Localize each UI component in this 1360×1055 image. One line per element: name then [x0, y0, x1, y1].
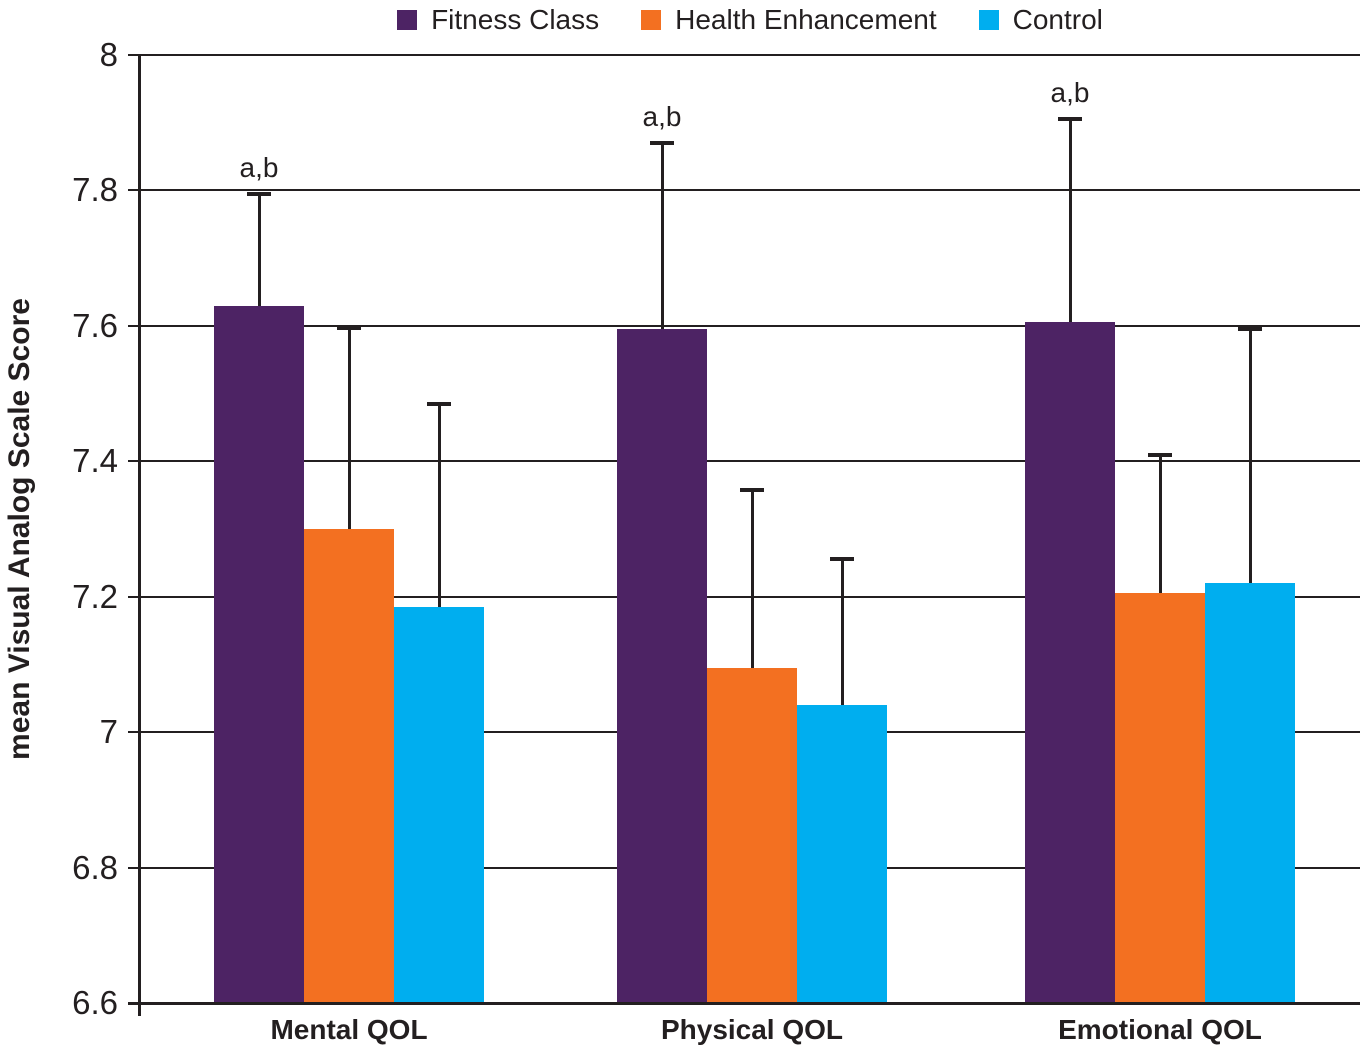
- error-bar-cap-health-enhancement-emotional-qol: [1148, 452, 1172, 457]
- x-axis-label-emotional-qol: Emotional QOL: [1058, 1014, 1262, 1045]
- y-tick-7: [128, 731, 140, 734]
- error-bar-control-emotional-qol: [1248, 329, 1252, 584]
- error-bar-fitness-class-mental-qol: [257, 193, 261, 306]
- y-tick-7.4: [128, 460, 140, 463]
- y-tick-6.8: [128, 866, 140, 869]
- bar-fitness-class-physical-qol: [617, 329, 707, 1003]
- legend-label-control: Control: [1012, 4, 1103, 35]
- y-tick-label-7.6: 7.6: [72, 306, 118, 344]
- bar-control-mental-qol: [394, 606, 484, 1003]
- error-bar-cap-control-physical-qol: [830, 557, 854, 562]
- legend-item-fitness-class: Fitness Class: [397, 0, 599, 40]
- legend-item-control: Control: [978, 0, 1103, 40]
- x-axis-label-mental-qol: Mental QOL: [270, 1014, 428, 1045]
- bar-health-enhancement-mental-qol: [304, 529, 394, 1003]
- error-bar-cap-fitness-class-physical-qol: [650, 141, 674, 146]
- y-tick-label-6.6: 6.6: [72, 984, 118, 1021]
- error-bar-cap-health-enhancement-mental-qol: [337, 325, 361, 330]
- y-axis-title: mean Visual Analog Scale Score: [3, 298, 36, 760]
- gridline-7.2: [140, 595, 1360, 598]
- y-axis-line: [138, 54, 141, 1016]
- error-bar-cap-fitness-class-emotional-qol: [1058, 117, 1082, 122]
- x-axis-line: [128, 1002, 1360, 1005]
- error-bar-control-mental-qol: [437, 403, 441, 607]
- gridline-8: [140, 54, 1360, 56]
- error-bar-fitness-class-physical-qol: [660, 143, 664, 330]
- bar-health-enhancement-physical-qol: [707, 667, 797, 1003]
- y-tick-8: [128, 54, 140, 56]
- legend-swatch-control: [978, 10, 999, 30]
- y-tick-label-7.2: 7.2: [72, 577, 118, 615]
- y-tick-7.2: [128, 595, 140, 598]
- significance-annotation: a,b: [1050, 77, 1090, 109]
- error-bar-health-enhancement-emotional-qol: [1158, 454, 1162, 594]
- error-bar-health-enhancement-physical-qol: [750, 490, 754, 668]
- error-bar-cap-control-mental-qol: [427, 401, 451, 406]
- error-bar-control-physical-qol: [840, 559, 844, 706]
- y-tick-label-7.8: 7.8: [72, 171, 118, 209]
- legend-label-fitness-class: Fitness Class: [431, 4, 600, 35]
- y-tick-7.6: [128, 324, 140, 327]
- bar-fitness-class-mental-qol: [214, 305, 304, 1003]
- gridline-7.4: [140, 460, 1360, 463]
- error-bar-health-enhancement-mental-qol: [347, 327, 351, 529]
- bar-health-enhancement-emotional-qol: [1115, 593, 1205, 1003]
- bar-control-physical-qol: [797, 705, 887, 1003]
- x-axis-label-physical-qol: Physical QOL: [660, 1014, 844, 1045]
- error-bar-fitness-class-emotional-qol: [1068, 119, 1072, 323]
- y-tick-7.8: [128, 189, 140, 192]
- gridline-7.6: [140, 324, 1360, 327]
- y-tick-label-6.8: 6.8: [72, 848, 118, 886]
- y-tick-label-8: 8: [99, 36, 118, 73]
- bar-control-emotional-qol: [1205, 583, 1295, 1003]
- error-bar-cap-control-emotional-qol: [1238, 327, 1262, 332]
- error-bar-cap-health-enhancement-physical-qol: [740, 488, 764, 493]
- y-tick-label-7.4: 7.4: [72, 442, 118, 480]
- gridline-7.8: [140, 189, 1360, 192]
- legend-item-health-enhancement: Health Enhancement: [641, 0, 937, 40]
- legend-swatch-fitness-class: [397, 10, 418, 30]
- y-tick-label-7: 7: [99, 713, 118, 751]
- error-bar-cap-fitness-class-mental-qol: [247, 191, 271, 196]
- bar-fitness-class-emotional-qol: [1025, 322, 1115, 1003]
- chart-legend: Fitness Class Health Enhancement Control: [140, 0, 1360, 40]
- significance-annotation: a,b: [642, 101, 682, 133]
- legend-swatch-health-enhancement: [641, 10, 662, 30]
- legend-label-health-enhancement: Health Enhancement: [675, 4, 937, 35]
- significance-annotation: a,b: [239, 151, 279, 183]
